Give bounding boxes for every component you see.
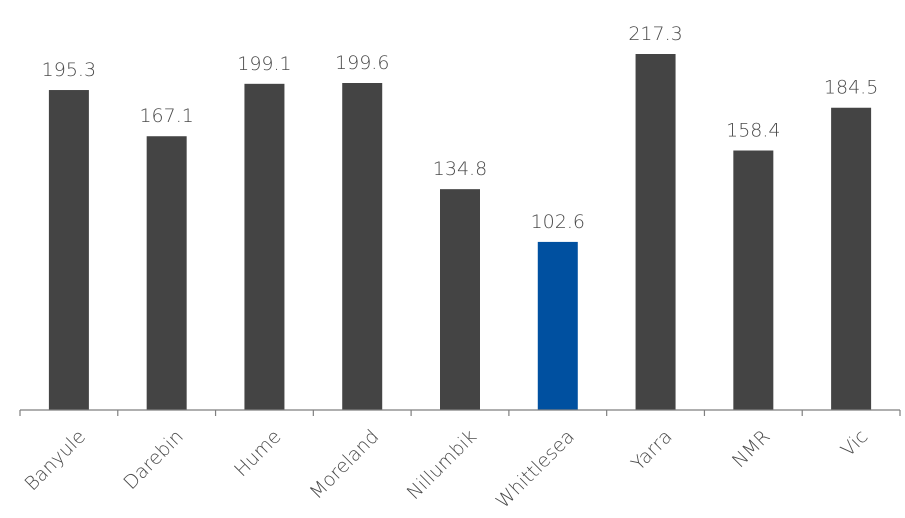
bar-yarra xyxy=(635,54,676,410)
category-label-banyule: Banyule xyxy=(20,426,90,496)
bar-darebin xyxy=(146,136,187,411)
value-label-yarra: 217.3 xyxy=(628,23,682,45)
category-label-nmr: NMR xyxy=(728,426,775,473)
bar-hume xyxy=(244,83,285,410)
bar-whittlesea xyxy=(537,241,578,410)
category-label-darebin: Darebin xyxy=(119,426,187,494)
value-label-banyule: 195.3 xyxy=(42,59,96,81)
value-labels-group: 195.3 167.1 199.1 199.6 134.8 102.6 217.3 158.4… xyxy=(42,23,879,233)
category-label-hume: Hume xyxy=(230,426,286,482)
value-label-hume: 199.1 xyxy=(237,53,291,75)
bar-nmr xyxy=(733,150,774,410)
category-label-whittlesea: Whittlesea xyxy=(492,426,579,513)
category-label-yarra: Yarra xyxy=(627,426,676,475)
x-axis xyxy=(19,409,901,416)
value-label-nmr: 158.4 xyxy=(726,120,780,142)
category-label-moreland: Moreland xyxy=(305,426,383,504)
bars-group xyxy=(48,54,872,411)
value-label-whittlesea: 102.6 xyxy=(531,211,585,233)
category-label-nillumbik: Nillumbik xyxy=(403,426,481,504)
value-label-moreland: 199.6 xyxy=(335,52,389,74)
bar-moreland xyxy=(342,83,383,410)
category-labels-group: Banyule Darebin Hume Moreland Nillumbik Whitt… xyxy=(20,426,872,513)
bar-banyule xyxy=(48,90,89,410)
category-label-vic: Vic xyxy=(837,426,873,462)
bar-vic xyxy=(831,107,872,411)
bar-nillumbik xyxy=(440,189,480,410)
value-label-darebin: 167.1 xyxy=(139,105,193,127)
value-label-nillumbik: 134.8 xyxy=(433,158,487,180)
value-label-vic: 184.5 xyxy=(824,77,878,99)
